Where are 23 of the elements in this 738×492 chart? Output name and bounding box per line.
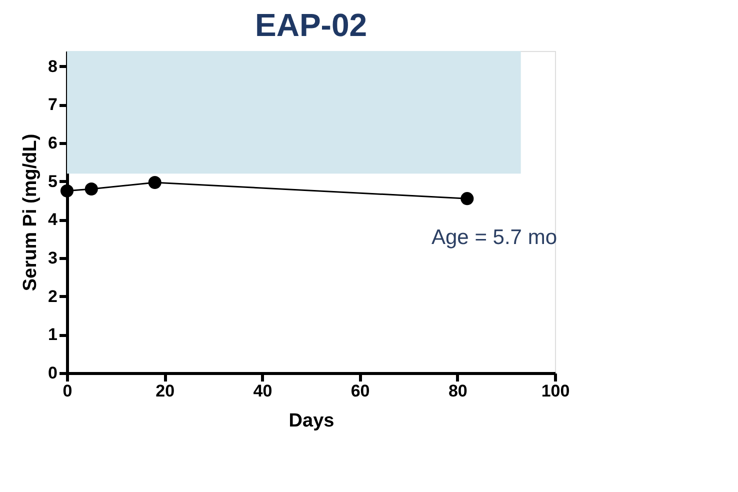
y-tick-label: 1 (48, 325, 58, 344)
y-tick-label: 3 (48, 248, 58, 268)
annotation: Age = 5.7 mo (432, 226, 557, 249)
y-tick-label: 4 (48, 210, 58, 230)
y-tick-label: 6 (48, 134, 58, 152)
x-tick-label: 0 (62, 382, 72, 400)
x-tick-label: 20 (156, 382, 175, 400)
chart-title: EAP-02 (254, 7, 368, 43)
point (84, 182, 98, 196)
point (460, 192, 474, 206)
y-tick-label: 7 (48, 95, 58, 114)
x-tick-label: 80 (448, 382, 468, 400)
y-tick-label: 5 (48, 172, 58, 191)
y-tick-label: 2 (48, 286, 58, 306)
point (60, 184, 74, 198)
y-axis-title: Serum Pi (mg/dL) (20, 134, 42, 292)
x-axis-title: Days (288, 410, 334, 432)
x-tick-label: 100 (541, 382, 570, 400)
y-tick-label: 0 (48, 364, 58, 382)
x-tick-label: 40 (253, 382, 272, 400)
point (148, 176, 162, 189)
y-tick-label: 8 (48, 56, 58, 76)
x-tick-label: 60 (350, 382, 370, 400)
